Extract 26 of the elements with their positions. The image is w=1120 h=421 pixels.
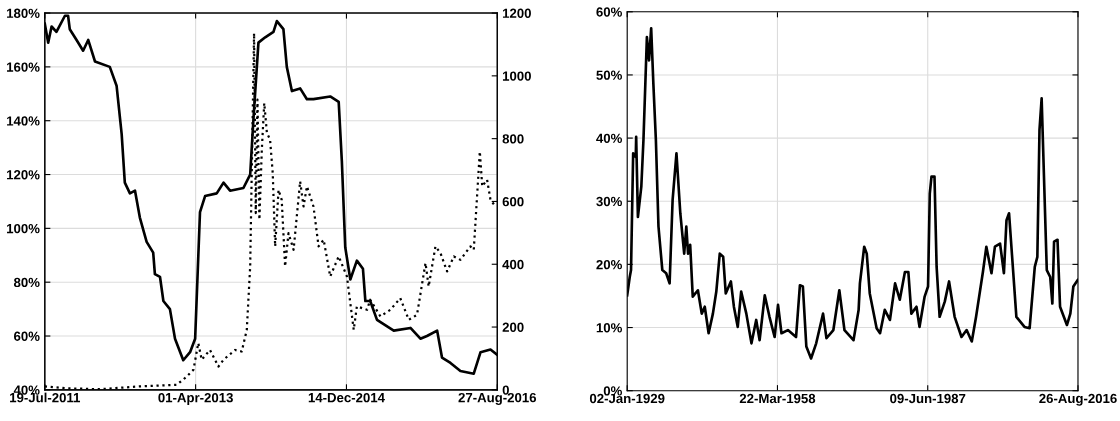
y-tick-label: 60%: [596, 7, 622, 17]
x-tick-label: 14-Dec-2014: [308, 392, 385, 403]
x-tick-label: 26-Aug-2016: [1039, 393, 1117, 406]
y-tick-label: 60%: [14, 331, 40, 341]
y2-tick-label: 400: [502, 259, 524, 270]
x-tick-label: 22-Mar-1958: [739, 393, 816, 404]
y2-tick-label: 600: [502, 197, 524, 207]
y-tick-label: 30%: [596, 196, 622, 207]
y-tick-label: 50%: [596, 70, 622, 80]
y2-tick-label: 0: [502, 385, 509, 395]
y-tick-label: 20%: [596, 259, 622, 270]
y-tick-label: 80%: [13, 277, 40, 288]
y-tick-label: 120%: [7, 170, 40, 180]
y-tick-label: 140%: [7, 116, 40, 126]
y2-tick-label: 1200: [502, 8, 531, 18]
x-tick-label: 27-Aug-2016: [458, 392, 537, 405]
y2-tick-label: 800: [502, 134, 524, 144]
y2-tick-label: 1000: [502, 71, 531, 81]
y-tick-label: 10%: [596, 323, 622, 333]
y-tick-label: 100%: [7, 223, 40, 234]
x-tick-label: 01-Apr-2013: [158, 392, 233, 405]
y2-tick-label: 200: [502, 322, 524, 332]
x-tick-label: 09-Jun-1987: [890, 393, 966, 404]
y-tick-label: 40%: [596, 133, 622, 143]
y-tick-label: 180%: [7, 8, 40, 18]
y-tick-label: 160%: [7, 62, 40, 72]
